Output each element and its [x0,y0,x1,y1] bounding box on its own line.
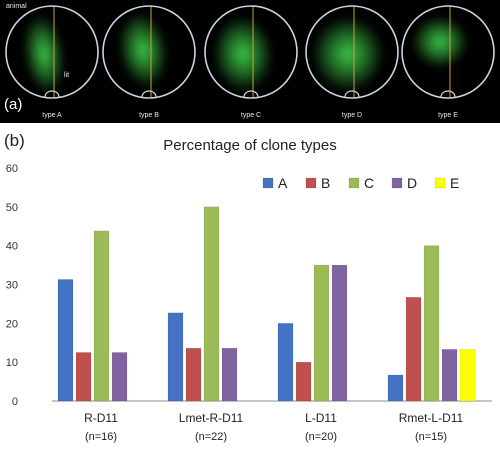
x-tick-n-label: (n=22) [195,431,227,443]
pore-arc [141,90,157,98]
y-tick-label: 40 [6,241,18,253]
x-tick-label: Rmet-L-D11 [399,411,464,425]
y-tick-label: 60 [6,163,18,175]
x-tick-label: Lmet-R-D11 [179,411,244,425]
legend-label-d: D [407,175,417,191]
bar-d-r-d11 [111,352,128,402]
microscopy-images: type A type B type C type D type E [5,5,495,119]
bar-d-lmet-r-d11 [221,347,238,402]
bar-chart: Percentage of clone types 0 10 20 30 40 50 60 R-… [6,137,492,443]
panel-a-label: (a) [4,96,23,113]
pore-arc [440,90,456,98]
pore-arc [44,90,60,98]
micro-image-type-b: type B [102,5,196,119]
animal-label: animal [6,3,27,10]
bar-a-l-d11 [277,323,294,402]
legend-swatch-a [262,177,274,189]
fluorescence-glow [212,16,274,92]
micro-image-type-d: type D [305,5,399,119]
embryo-outline [102,5,196,99]
micro-image-type-c: type C [204,5,298,119]
y-tick-label: 30 [6,280,18,292]
image-caption: type A [42,112,62,119]
y-tick-label: 50 [6,202,18,214]
micro-image-type-a: type A [5,5,99,119]
fluorescence-glow [118,12,168,88]
embryo-outline [5,5,99,99]
lit-label: lit [64,72,70,79]
fluorescence-glow [412,16,468,68]
legend-swatch-c [348,177,360,189]
bar-a-lmet-r-d11 [167,312,184,402]
micro-image-type-e: type E [401,5,495,119]
legend-swatch-d [391,177,403,189]
x-tick-n-label: (n=16) [85,431,117,443]
bar-b-rmet-l-d11 [405,297,422,402]
bar-b-lmet-r-d11 [185,347,202,402]
x-tick-n-label: (n=15) [415,431,447,443]
legend-swatch-b [305,177,317,189]
pore-arc [243,90,259,98]
bar-a-rmet-l-d11 [387,374,404,402]
pore-arc [344,90,360,98]
embryo-outline [305,5,399,99]
bar-d-l-d11 [331,264,348,402]
bar-c-lmet-r-d11 [203,206,220,402]
legend-label-c: C [364,175,374,191]
bar-e-rmet-l-d11 [459,349,476,402]
bar-c-rmet-l-d11 [423,245,440,402]
x-tick-label: R-D11 [84,411,118,425]
bar-b-r-d11 [75,352,92,402]
bar-b-l-d11 [295,361,312,402]
x-tick-n-label: (n=20) [305,431,337,443]
y-tick-label: 20 [6,318,18,330]
legend-label-e: E [450,175,459,191]
bar-c-r-d11 [93,230,110,402]
image-caption: type C [241,112,261,119]
x-tick-label: L-D11 [305,411,337,425]
bar-d-rmet-l-d11 [441,349,458,402]
legend-swatch-e [434,177,446,189]
embryo-outline [204,5,298,99]
bar-c-l-d11 [313,264,330,402]
legend-label-a: A [278,175,288,191]
y-tick-label: 0 [12,396,18,408]
legend-label-b: B [321,175,330,191]
embryo-outline [401,5,495,99]
chart-title: Percentage of clone types [163,137,336,154]
y-tick-label: 10 [6,357,18,369]
image-caption: type D [342,112,362,119]
image-caption: type B [139,112,159,119]
fluorescence-glow [312,16,384,92]
image-caption: type E [438,112,458,119]
panel-b-label: (b) [4,131,25,150]
bar-a-r-d11 [57,279,74,402]
fluorescence-glow [23,14,65,94]
